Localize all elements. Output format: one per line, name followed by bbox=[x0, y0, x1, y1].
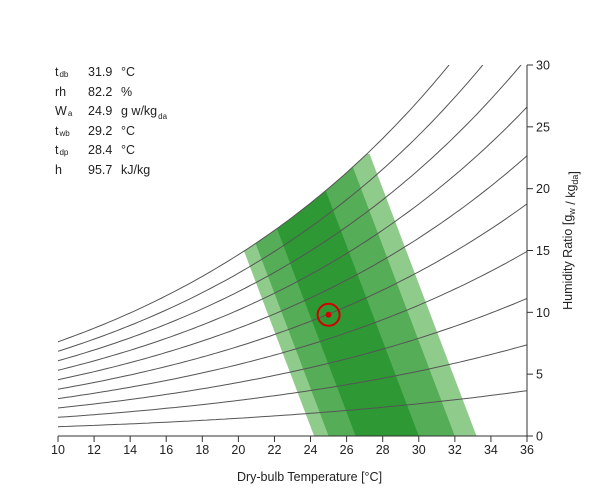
x-tick-label: 18 bbox=[195, 443, 209, 457]
comfort-zone bbox=[207, 154, 477, 436]
readout-row: h 95.7 kJ/kg bbox=[55, 161, 167, 181]
x-tick-label: 34 bbox=[484, 443, 498, 457]
x-tick-label: 32 bbox=[448, 443, 462, 457]
current-state-marker[interactable] bbox=[316, 302, 341, 327]
readout-unit: °C bbox=[121, 65, 136, 79]
readout-value: 31.9 bbox=[88, 65, 113, 79]
y-tick-label: 30 bbox=[536, 59, 550, 73]
rh-curve-70 bbox=[58, 106, 527, 371]
readout-symbol: rh bbox=[55, 84, 67, 99]
readout-value: 24.9 bbox=[88, 104, 113, 118]
rh-curve-10 bbox=[58, 390, 527, 428]
readout-row: rh 82.2% bbox=[55, 83, 167, 103]
rh-curve-50 bbox=[58, 203, 527, 390]
y-tick-label: 15 bbox=[536, 244, 550, 258]
rh-curve-30 bbox=[58, 297, 527, 409]
x-tick-label: 14 bbox=[123, 443, 137, 457]
rh-curve-20 bbox=[58, 344, 527, 418]
x-tick-label: 22 bbox=[268, 443, 282, 457]
y-axis-title: Humidity Ratio [gw / kgda] bbox=[561, 171, 581, 310]
readout-unit: g w/kgda bbox=[121, 104, 168, 121]
rh-curve-80 bbox=[58, 65, 522, 362]
readout-unit: kJ/kg bbox=[121, 162, 151, 177]
x-axis-title: Dry-bulb Temperature [°C] bbox=[237, 470, 382, 484]
marker-dot[interactable] bbox=[325, 311, 332, 318]
comfort-band-inner bbox=[248, 154, 419, 436]
rh-curves bbox=[58, 65, 527, 428]
readout-row: tdb 31.9 °C bbox=[55, 63, 167, 83]
readout-symbol: tdb bbox=[55, 65, 69, 79]
x-tick-label: 26 bbox=[340, 443, 354, 457]
x-tick-label: 30 bbox=[412, 443, 426, 457]
rh-curve-100 bbox=[58, 65, 450, 343]
axes: 10 12 14 16 18 20 22 24 26 28 30 32 34 360 5 10 15 20 25 30 bbox=[51, 59, 550, 458]
rh-curve-90 bbox=[58, 65, 484, 352]
x-tick-label: 16 bbox=[159, 443, 173, 457]
y-tick-label: 5 bbox=[536, 368, 543, 382]
x-tick-label: 28 bbox=[376, 443, 390, 457]
readout-unit: °C bbox=[121, 123, 136, 138]
marker-ring[interactable] bbox=[316, 302, 341, 327]
readout-row: Wa 24.9 g w/kgda bbox=[55, 102, 167, 122]
readout-value: 29.2 bbox=[88, 123, 113, 138]
y-tick-label: 20 bbox=[536, 182, 550, 196]
readout-symbol: h bbox=[55, 162, 62, 177]
x-tick-label: 20 bbox=[231, 443, 245, 457]
readout-unit: % bbox=[121, 84, 133, 99]
x-tick-label: 24 bbox=[304, 443, 318, 457]
y-tick-label: 25 bbox=[536, 120, 550, 134]
x-tick-label: 36 bbox=[520, 443, 534, 457]
x-tick-label: 10 bbox=[51, 443, 65, 457]
readout-symbol: twb bbox=[55, 123, 70, 138]
readout-row: twb 29.2 °C bbox=[55, 122, 167, 142]
readout-value: 28.4 bbox=[88, 143, 113, 157]
readout-row: tdp 28.4 °C bbox=[55, 141, 167, 161]
y-tick-label: 10 bbox=[536, 306, 550, 320]
readout-symbol: tdp bbox=[55, 143, 69, 157]
x-tick-label: 12 bbox=[87, 443, 101, 457]
rh-curve-60 bbox=[58, 155, 527, 381]
readout-symbol: Wa bbox=[55, 104, 73, 118]
y-tick-label: 0 bbox=[536, 430, 543, 444]
rh-curve-40 bbox=[58, 250, 527, 400]
readout-unit: °C bbox=[121, 143, 136, 157]
readout-value: 95.7 bbox=[88, 162, 113, 177]
readout-value: 82.2 bbox=[88, 84, 113, 99]
state-readout: tdb 31.9 °C rh 82.2% Wa 24.9 g w/kgda twb 29.2 °C t… bbox=[55, 63, 167, 180]
